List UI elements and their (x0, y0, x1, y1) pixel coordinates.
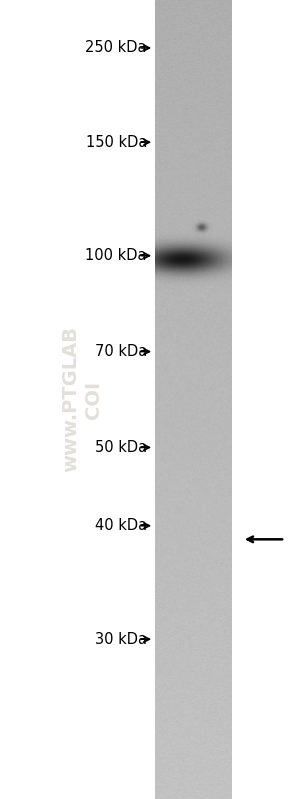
Text: 100 kDa: 100 kDa (85, 248, 147, 263)
Text: 250 kDa: 250 kDa (85, 41, 147, 55)
Text: 40 kDa: 40 kDa (95, 519, 147, 533)
Text: 50 kDa: 50 kDa (95, 440, 147, 455)
Text: 30 kDa: 30 kDa (95, 632, 147, 646)
Text: www.PTGLAB
COI: www.PTGLAB COI (62, 327, 103, 472)
Text: 150 kDa: 150 kDa (86, 135, 147, 149)
Text: 70 kDa: 70 kDa (95, 344, 147, 359)
